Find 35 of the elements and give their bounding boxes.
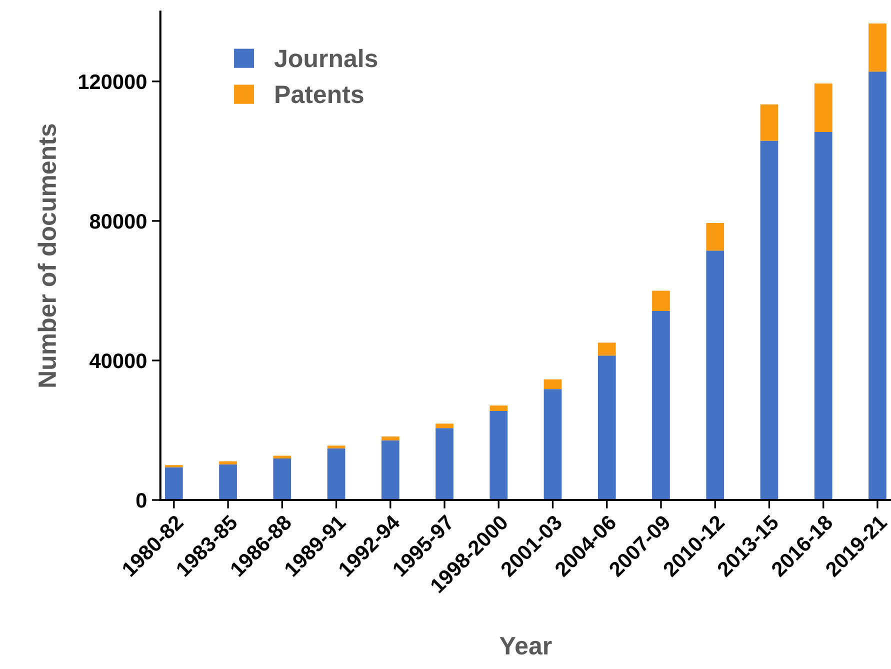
bar — [327, 446, 346, 448]
bar — [868, 72, 886, 500]
bar — [436, 424, 454, 428]
y-axis-title: Number of documents — [38, 124, 56, 387]
bar — [219, 464, 237, 500]
bar — [164, 467, 183, 500]
bar — [219, 461, 237, 464]
bar — [273, 458, 292, 500]
bar — [814, 132, 832, 500]
y-tick-label: 120000 — [78, 74, 146, 90]
bar — [273, 456, 292, 458]
bar — [760, 140, 778, 500]
bar — [381, 440, 400, 500]
bar — [598, 342, 616, 356]
bar — [868, 24, 886, 72]
y-tick-label: 0 — [136, 493, 146, 508]
bar — [652, 290, 670, 311]
bar — [544, 389, 562, 500]
bar — [706, 250, 724, 500]
bar — [652, 310, 670, 500]
bar — [436, 428, 454, 500]
bar — [814, 84, 832, 132]
bar — [490, 405, 508, 412]
bar — [327, 448, 346, 500]
bar — [706, 223, 724, 251]
bar — [490, 411, 508, 500]
bar — [544, 379, 562, 390]
legend-label: Patents — [276, 86, 364, 104]
y-tick-label: 80000 — [90, 214, 146, 229]
legend-label: Journals — [274, 48, 378, 68]
x-axis-title: Year — [500, 637, 552, 655]
bar — [760, 104, 778, 141]
y-tick-label: 40000 — [90, 353, 146, 368]
bar — [598, 356, 616, 500]
bar — [381, 436, 400, 440]
